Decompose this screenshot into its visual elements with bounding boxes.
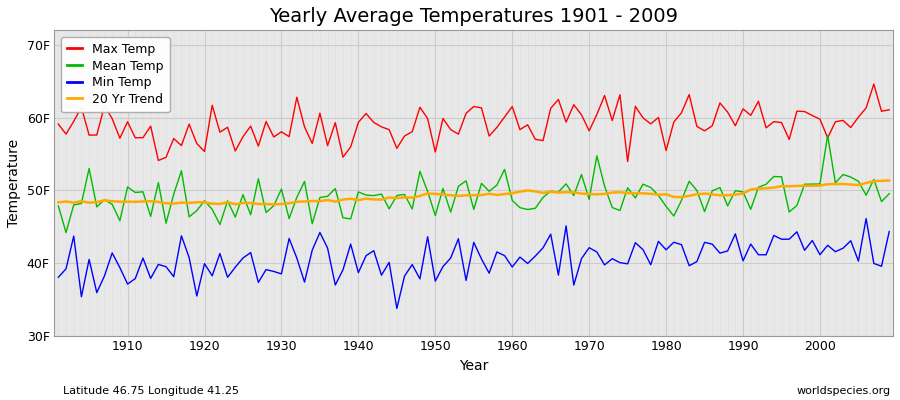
Text: Latitude 46.75 Longitude 41.25: Latitude 46.75 Longitude 41.25 (63, 386, 239, 396)
Y-axis label: Temperature: Temperature (7, 139, 21, 227)
X-axis label: Year: Year (459, 359, 489, 373)
Legend: Max Temp, Mean Temp, Min Temp, 20 Yr Trend: Max Temp, Mean Temp, Min Temp, 20 Yr Tre… (60, 36, 170, 112)
Title: Yearly Average Temperatures 1901 - 2009: Yearly Average Temperatures 1901 - 2009 (269, 7, 679, 26)
Text: worldspecies.org: worldspecies.org (796, 386, 891, 396)
